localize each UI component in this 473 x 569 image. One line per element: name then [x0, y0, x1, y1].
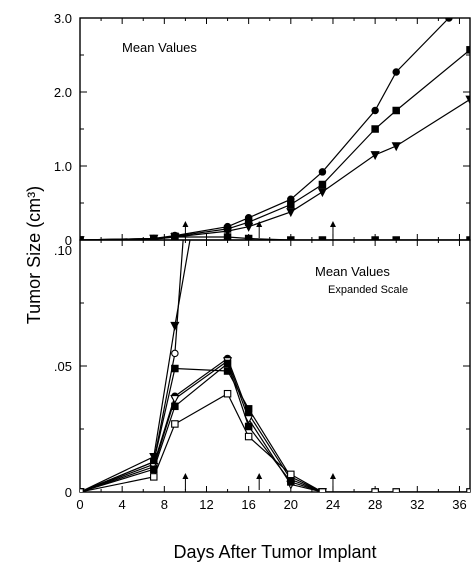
- x-tick-label: 32: [410, 497, 424, 512]
- treatment-arrowhead: [329, 473, 336, 479]
- data-point: [244, 422, 253, 431]
- treatment-arrowhead: [182, 221, 189, 227]
- data-point: [392, 68, 400, 76]
- panel-annotation-sub: Expanded Scale: [328, 284, 408, 296]
- series-group: [80, 240, 191, 492]
- data-point: [370, 151, 380, 161]
- data-point: [287, 470, 295, 479]
- y-tick-label: 0: [65, 485, 72, 500]
- treatment-arrowhead: [329, 221, 336, 227]
- series-line: [80, 362, 470, 492]
- data-point: [392, 236, 400, 240]
- data-point: [223, 389, 232, 398]
- y-axis-title: Tumor Size (cm³): [24, 186, 44, 324]
- data-point: [318, 236, 327, 240]
- series-line: [80, 236, 470, 240]
- data-point: [80, 488, 84, 492]
- x-tick-label: 16: [241, 497, 255, 512]
- data-point: [150, 473, 158, 481]
- data-point: [171, 233, 179, 240]
- treatment-arrowhead: [256, 221, 263, 227]
- data-point: [371, 488, 379, 492]
- panel-annotation: Mean Values: [315, 264, 390, 279]
- x-tick-label: 20: [284, 497, 298, 512]
- y-tick-label: 1.0: [54, 159, 72, 174]
- data-point: [171, 420, 179, 428]
- data-point: [170, 395, 180, 404]
- series-line: [80, 357, 323, 492]
- data-point: [223, 233, 232, 240]
- data-point: [318, 488, 327, 492]
- data-point: [171, 402, 179, 411]
- panel-annotation: Mean Values: [122, 40, 197, 55]
- y-tick-label: .05: [54, 359, 72, 374]
- data-point: [223, 359, 232, 368]
- data-point: [150, 235, 158, 240]
- y-tick-label: 2.0: [54, 85, 72, 100]
- data-point: [287, 236, 295, 240]
- x-axis-title: Days After Tumor Implant: [173, 542, 376, 562]
- data-point: [171, 349, 179, 358]
- x-tick-label: 12: [199, 497, 213, 512]
- data-point: [371, 236, 379, 240]
- series-group: [80, 95, 470, 240]
- series-group: [80, 359, 470, 492]
- data-point: [392, 106, 400, 115]
- bottom-panel: 0 .05 0 4 8 12 16 20 24 28 32 36 Mean Values Expanded…: [54, 239, 471, 512]
- series-group: [80, 240, 184, 492]
- series-line: [80, 98, 470, 240]
- top-panel: 0 1.0 2.0 3.0 Mean Values: [54, 11, 471, 248]
- data-point: [318, 180, 327, 189]
- series-group: [80, 389, 470, 492]
- shared-axis-titles: Tumor Size (cm³) Days After Tumor Implant: [24, 186, 377, 562]
- series-line: [80, 392, 470, 492]
- treatment-arrowhead: [256, 473, 263, 479]
- x-tick-label: 4: [119, 497, 126, 512]
- data-point: [466, 46, 470, 54]
- series-line: [80, 367, 323, 492]
- y-tick-label: 0: [65, 233, 72, 248]
- y-tick-label: 3.0: [54, 11, 72, 26]
- series-group: [80, 46, 470, 240]
- data-point: [466, 236, 470, 240]
- data-point: [318, 168, 327, 176]
- data-point: [317, 188, 328, 198]
- data-point: [244, 432, 253, 441]
- series-line: [80, 49, 470, 240]
- y-tick-label: .10: [54, 243, 72, 258]
- data-point: [371, 125, 379, 133]
- series-line: [80, 240, 184, 492]
- data-point: [171, 364, 179, 373]
- x-tick-label: 36: [452, 497, 466, 512]
- data-point: [244, 222, 254, 232]
- data-point: [287, 200, 295, 209]
- data-point: [465, 95, 470, 105]
- x-tick-label: 24: [326, 497, 340, 512]
- x-tick-label: 0: [76, 497, 83, 512]
- data-point: [244, 234, 253, 240]
- data-point: [445, 18, 453, 22]
- data-point: [80, 236, 84, 240]
- data-point: [222, 227, 233, 237]
- data-point: [466, 488, 470, 492]
- data-point: [371, 106, 379, 115]
- data-point: [392, 488, 400, 492]
- data-point: [286, 208, 296, 218]
- data-point: [287, 478, 295, 486]
- series-line: [80, 240, 191, 492]
- x-tick-label: 28: [368, 497, 382, 512]
- treatment-arrowhead: [182, 473, 189, 479]
- series-group: [80, 233, 470, 240]
- data-point: [391, 142, 401, 152]
- x-tick-label: 8: [161, 497, 168, 512]
